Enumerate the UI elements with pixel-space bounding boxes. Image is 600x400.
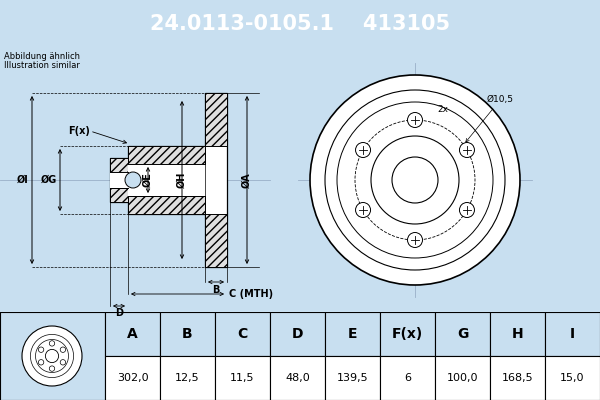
Text: 6: 6 <box>404 373 411 383</box>
Text: 139,5: 139,5 <box>337 373 368 383</box>
Bar <box>0 312 105 400</box>
Bar <box>215 312 270 356</box>
Text: Ø10,5: Ø10,5 <box>466 95 514 142</box>
Polygon shape <box>128 196 205 214</box>
Circle shape <box>46 350 59 362</box>
Bar <box>160 356 215 400</box>
Bar <box>325 356 380 400</box>
Bar <box>270 356 325 400</box>
Text: 2x: 2x <box>437 105 448 114</box>
Bar <box>215 356 270 400</box>
Bar <box>270 312 325 356</box>
Text: 15,0: 15,0 <box>560 373 585 383</box>
Bar <box>325 312 380 356</box>
Text: ØE: ØE <box>143 172 153 188</box>
Bar <box>380 312 435 356</box>
Circle shape <box>49 341 55 346</box>
Circle shape <box>392 157 438 203</box>
Text: C (MTH): C (MTH) <box>229 289 273 299</box>
Bar <box>490 356 545 400</box>
Circle shape <box>38 360 44 365</box>
Text: H: H <box>512 327 523 341</box>
Circle shape <box>60 347 65 352</box>
Text: 48,0: 48,0 <box>285 373 310 383</box>
Circle shape <box>60 360 65 365</box>
Circle shape <box>460 202 475 218</box>
Text: Ate: Ate <box>391 215 459 249</box>
Text: B: B <box>182 327 193 341</box>
Text: D: D <box>292 327 303 341</box>
Bar <box>545 356 600 400</box>
Circle shape <box>460 142 475 158</box>
Circle shape <box>310 75 520 285</box>
Text: 100,0: 100,0 <box>447 373 478 383</box>
Circle shape <box>356 202 371 218</box>
Bar <box>105 356 160 400</box>
Text: 168,5: 168,5 <box>502 373 533 383</box>
Bar <box>490 312 545 356</box>
Polygon shape <box>110 158 128 172</box>
Bar <box>435 356 490 400</box>
Text: Abbildung ähnlich: Abbildung ähnlich <box>4 52 80 61</box>
Text: 12,5: 12,5 <box>175 373 200 383</box>
Text: B: B <box>212 285 220 295</box>
Text: 24.0113-0105.1    413105: 24.0113-0105.1 413105 <box>150 14 450 34</box>
Bar <box>110 172 128 188</box>
Circle shape <box>38 347 44 352</box>
Polygon shape <box>205 214 227 267</box>
Text: 302,0: 302,0 <box>116 373 148 383</box>
Text: F(x): F(x) <box>392 327 423 341</box>
Bar <box>545 312 600 356</box>
Bar <box>435 312 490 356</box>
Polygon shape <box>205 93 227 146</box>
Text: E: E <box>348 327 357 341</box>
Text: G: G <box>457 327 468 341</box>
Text: ØA: ØA <box>242 172 252 188</box>
Circle shape <box>49 366 55 371</box>
Text: I: I <box>570 327 575 341</box>
Polygon shape <box>110 188 128 202</box>
Text: F(x): F(x) <box>68 126 90 136</box>
Text: ØG: ØG <box>41 175 57 185</box>
Bar <box>128 164 205 196</box>
Text: Illustration similar: Illustration similar <box>4 61 80 70</box>
Circle shape <box>407 112 422 128</box>
Text: ØI: ØI <box>17 175 29 185</box>
Circle shape <box>407 232 422 248</box>
Bar <box>160 312 215 356</box>
Text: C: C <box>238 327 248 341</box>
Polygon shape <box>128 146 205 164</box>
Bar <box>105 312 160 356</box>
Circle shape <box>22 326 82 386</box>
Text: D: D <box>115 308 123 318</box>
Polygon shape <box>110 93 227 267</box>
Text: 11,5: 11,5 <box>230 373 255 383</box>
Bar <box>380 356 435 400</box>
Circle shape <box>356 142 371 158</box>
Text: ØH: ØH <box>177 172 187 188</box>
Circle shape <box>125 172 141 188</box>
Text: A: A <box>127 327 138 341</box>
